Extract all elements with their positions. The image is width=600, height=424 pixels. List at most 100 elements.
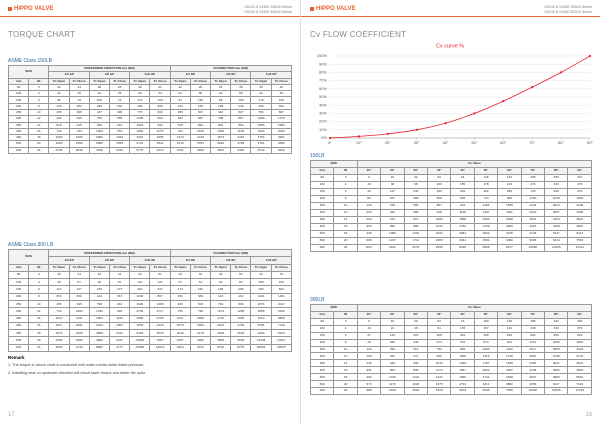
- value-cell: 4600: [48, 343, 70, 352]
- header-cell: mm: [7, 263, 30, 272]
- value-cell: 6568: [473, 244, 499, 252]
- value-cell: 147: [149, 278, 171, 287]
- size-cell: 6: [28, 285, 50, 294]
- value-cell: 22: [380, 324, 405, 333]
- value-cell: 1601: [68, 321, 90, 331]
- value-cell: 4148: [520, 230, 546, 238]
- value-cell: 196: [210, 285, 232, 294]
- size-cell: 450: [7, 329, 30, 338]
- value-cell: 975: [567, 188, 592, 196]
- value-cell: 474: [380, 216, 405, 224]
- size-cell: 250: [309, 345, 335, 354]
- size-cell: 4: [28, 278, 50, 287]
- value-cell: 57: [68, 278, 90, 287]
- size-cell: 500: [309, 380, 335, 389]
- header-cell: To Open: [210, 263, 232, 272]
- series-note: V4100 & V4300 300LB Series: [244, 10, 292, 14]
- series-note: V4100 & V4300 150LB Series: [544, 5, 592, 9]
- header-cell: 2/3 ΔP: [88, 256, 131, 265]
- value-cell: 51: [189, 278, 212, 287]
- size-cell: 250: [7, 299, 30, 309]
- value-cell: 203: [356, 209, 382, 217]
- value-cell: 3902: [544, 366, 569, 375]
- value-cell: 84: [230, 278, 252, 287]
- table-row: 350 14 246 448 630 1013 1465 1787 1935 2483 3021 36…: [309, 359, 592, 368]
- value-cell: 366: [68, 292, 90, 301]
- value-cell: 672: [403, 216, 429, 224]
- value-cell: 3256: [68, 336, 90, 345]
- header-cell: BI-DIRECTION bar (NM): [169, 248, 293, 258]
- series-note: V4100 & V4300 150LB Series: [244, 5, 292, 9]
- value-cell: 3282: [189, 336, 212, 345]
- table-row: 80 3 30 41 44 41 60 61 29 34 45 52 60 70: [7, 270, 293, 280]
- value-cell: 684: [520, 331, 546, 340]
- value-cell: 135: [450, 324, 475, 333]
- x-tick-label: 30°: [414, 140, 420, 145]
- value-cell: 2650: [544, 345, 569, 354]
- table-row: 150 6 86 76 100 76 174 120 64 196 86 198 176 198: [7, 96, 293, 104]
- size-cell: 400: [309, 223, 335, 231]
- table-row: 400 16 720 783 1093 753 1960 1175 752 1165 1090 116…: [7, 127, 293, 136]
- value-cell: 335: [427, 188, 452, 196]
- value-cell: 422: [473, 188, 499, 196]
- table-row: 300 12 442 645 756 585 1305 994 463 887 788 887 1309…: [7, 115, 293, 123]
- value-cell: 1930: [230, 314, 252, 323]
- header-cell: 70°: [520, 167, 546, 175]
- value-cell: 178: [473, 181, 499, 189]
- value-cell: 3290: [567, 202, 592, 210]
- value-cell: 3193: [270, 307, 293, 316]
- value-cell: 5776: [129, 146, 151, 154]
- size-cell: 16: [28, 321, 50, 331]
- cv-point: [415, 128, 418, 131]
- value-cell: 2922: [473, 230, 499, 238]
- value-cell: 147: [109, 285, 131, 294]
- table-caption: 300LB: [310, 297, 325, 303]
- table-row: 200 8 78 228 349 473 570 674 921 1214 1550 1815: [309, 338, 592, 347]
- value-cell: 4664: [169, 343, 191, 352]
- size-cell: 16: [333, 366, 358, 375]
- table-row: 1/3 ΔP 2/3 ΔP Full ΔP 1/3 ΔP 2/3 ΔP Full ΔP: [9, 71, 292, 79]
- cv-point: [473, 112, 476, 115]
- value-cell: 13947: [270, 336, 293, 345]
- header-cell: To Close: [109, 263, 131, 272]
- value-cell: 4492: [189, 146, 212, 154]
- page-number: 17: [8, 412, 15, 418]
- value-cell: 402: [356, 373, 382, 382]
- logo-mark: [8, 7, 12, 11]
- value-cell: 347: [149, 285, 171, 294]
- value-cell: 3945: [210, 329, 232, 338]
- value-cell: 1711: [403, 237, 429, 245]
- value-cell: 7130: [270, 321, 293, 331]
- value-cell: 2083: [427, 237, 452, 245]
- cv-point: [588, 54, 592, 58]
- value-cell: 1165: [473, 202, 499, 210]
- size-cell: 200: [309, 195, 335, 203]
- x-tick-label: 20°: [385, 140, 391, 145]
- value-cell: 3194: [544, 216, 569, 224]
- value-cell: 2623: [520, 216, 546, 224]
- value-cell: 21660: [129, 343, 151, 352]
- x-tick-label: 90°: [587, 140, 593, 145]
- size-cell: 4: [333, 324, 358, 333]
- value-cell: 14743: [567, 387, 592, 395]
- value-cell: 565: [497, 188, 522, 196]
- value-cell: 752: [427, 345, 452, 354]
- value-cell: 8794: [210, 343, 232, 352]
- value-cell: 2087: [520, 352, 546, 361]
- size-cell: 24: [333, 244, 358, 252]
- size-cell: 20: [28, 336, 50, 345]
- size-cell: 350: [309, 359, 335, 368]
- value-cell: 38: [380, 181, 405, 189]
- value-cell: 70: [270, 270, 293, 280]
- value-cell: 769: [189, 307, 212, 316]
- value-cell: 8779: [230, 343, 252, 352]
- value-cell: 60: [250, 270, 272, 280]
- table-row: 450 18 1973 2409 3898 2411 9393 6525 2010 2178 394…: [7, 329, 293, 338]
- value-cell: 6117: [544, 380, 569, 389]
- size-cell: 3: [333, 174, 358, 182]
- value-cell: 2791: [450, 380, 475, 389]
- value-cell: 58: [403, 181, 429, 189]
- size-cell: 10: [333, 345, 358, 354]
- table-row: 450 18 1200 1080 2080 1540 3410 2385 1234 2218 187…: [7, 134, 293, 142]
